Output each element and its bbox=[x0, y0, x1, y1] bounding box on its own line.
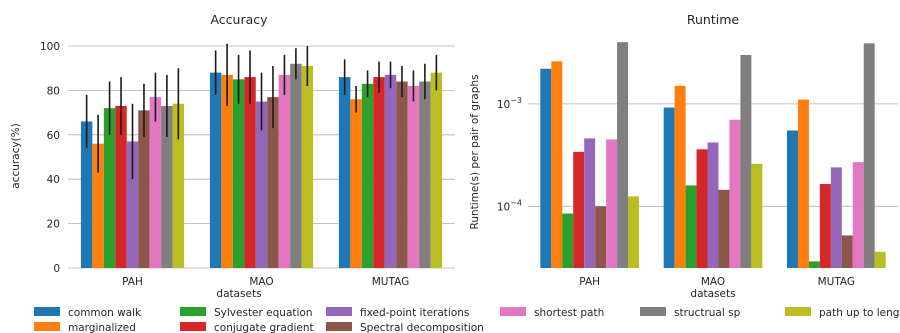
runtime-title: Runtime bbox=[687, 12, 740, 27]
bar-fixed-point-iterations-pah bbox=[584, 138, 596, 268]
legend-swatch-sylvester-equation bbox=[180, 307, 206, 316]
legend-swatch-marginalized bbox=[34, 322, 60, 331]
bar-structrual-sp-mao bbox=[740, 54, 752, 268]
accuracy-title: Accuracy bbox=[210, 12, 268, 27]
legend-swatch-path-up-to-length-h bbox=[785, 307, 811, 316]
bar-marginalized-mao bbox=[674, 85, 686, 269]
bar-common-walk-mutag bbox=[338, 77, 351, 268]
legend-label-fixed-point-iterations: fixed-point iterations bbox=[360, 307, 469, 319]
bar-structrual-sp-mao bbox=[290, 63, 302, 269]
bar-sylvester-equation-pah bbox=[562, 213, 574, 268]
legend-swatch-structrual-sp bbox=[640, 307, 666, 316]
bar-shortest-path-mao bbox=[729, 119, 741, 268]
bar-spectral-decomposition-mutag bbox=[841, 235, 853, 268]
bar-common-walk-mao bbox=[209, 72, 222, 268]
bar-shortest-path-mutag bbox=[407, 85, 420, 269]
bar-fixed-point-iterations-mao bbox=[707, 142, 719, 268]
bar-path-up-to-length-h-mao bbox=[751, 163, 763, 268]
bar-marginalized-mutag bbox=[797, 99, 809, 269]
bar-common-walk-mao bbox=[663, 107, 675, 268]
legend-label-common-walk: common walk bbox=[68, 307, 142, 319]
y-tick-label: 100 bbox=[40, 41, 60, 53]
bar-conjugate-gradient-mao bbox=[244, 77, 256, 268]
x-tick-label: PAH bbox=[122, 276, 143, 288]
legend-label-sylvester-equation: Sylvester equation bbox=[214, 307, 313, 319]
legend-label-spectral-decomposition: Spectral decomposition bbox=[360, 322, 484, 333]
bar-fixed-point-iterations-mutag bbox=[830, 167, 842, 268]
bar-path-up-to-length-h-mutag bbox=[874, 251, 886, 268]
bar-conjugate-gradient-mutag bbox=[819, 184, 831, 268]
legend-label-structrual-sp: structrual sp bbox=[674, 307, 741, 319]
bar-shortest-path-mao bbox=[278, 74, 291, 268]
bar-spectral-decomposition-pah bbox=[595, 206, 607, 268]
legend-swatch-common-walk bbox=[34, 307, 60, 316]
x-tick-label: MUTAG bbox=[372, 276, 409, 288]
bar-common-walk-pah bbox=[80, 121, 93, 268]
accuracy-chart: Accuracy 0 20 40 60 80 100 PAH MAO MUTAG datase… bbox=[10, 12, 455, 300]
bar-path-up-to-length-h-mao bbox=[301, 65, 314, 268]
x-tick-label: PAH bbox=[579, 276, 600, 288]
legend-label-marginalized: marginalized bbox=[68, 322, 136, 333]
bar-fixed-point-iterations-mao bbox=[255, 101, 268, 268]
bar-structrual-sp-mutag bbox=[863, 43, 875, 268]
runtime-xlabel: datasets bbox=[690, 288, 735, 300]
runtime-ylabel: Runtime(s) per pair of graphs bbox=[469, 75, 481, 230]
bar-marginalized-mao bbox=[221, 74, 233, 268]
bar-fixed-point-iterations-mutag bbox=[384, 74, 397, 268]
bar-conjugate-gradient-pah bbox=[573, 151, 585, 268]
bar-conjugate-gradient-pah bbox=[115, 105, 127, 268]
bar-fixed-point-iterations-pah bbox=[126, 141, 139, 268]
bar-marginalized-mutag bbox=[350, 99, 362, 268]
bar-sylvester-equation-mao bbox=[232, 79, 245, 268]
x-tick-label: MUTAG bbox=[818, 276, 855, 288]
bar-common-walk-mutag bbox=[787, 130, 798, 268]
bar-conjugate-gradient-mutag bbox=[373, 77, 385, 268]
legend: common walk marginalized Sylvester equatio… bbox=[34, 307, 900, 333]
bar-spectral-decomposition-mao bbox=[718, 189, 730, 268]
legend-swatch-fixed-point-iterations bbox=[326, 307, 352, 316]
y-tick-label: 10−4 bbox=[497, 198, 522, 213]
legend-swatch-spectral-decomposition bbox=[326, 322, 352, 331]
bar-structrual-sp-mutag bbox=[419, 81, 431, 269]
bar-path-up-to-length-h-mutag bbox=[430, 72, 443, 268]
y-tick-label: 60 bbox=[47, 130, 60, 142]
bar-structrual-sp-pah bbox=[617, 42, 629, 268]
bar-common-walk-pah bbox=[540, 68, 552, 268]
y-tick-label: 0 bbox=[53, 263, 60, 275]
bar-structrual-sp-pah bbox=[161, 105, 173, 268]
bar-shortest-path-mutag bbox=[852, 162, 864, 268]
bar-marginalized-pah bbox=[92, 143, 104, 268]
legend-swatch-shortest-path bbox=[500, 307, 526, 316]
bar-marginalized-pah bbox=[551, 61, 563, 269]
legend-swatch-conjugate-gradient bbox=[180, 322, 206, 331]
legend-label-conjugate-gradient: conjugate gradient bbox=[214, 322, 314, 333]
bar-sylvester-equation-pah bbox=[103, 108, 116, 268]
bar-shortest-path-pah bbox=[606, 139, 618, 268]
bar-path-up-to-length-h-pah bbox=[628, 196, 639, 268]
y-tick-label: 80 bbox=[47, 85, 60, 97]
bar-spectral-decomposition-mao bbox=[267, 97, 279, 268]
bar-sylvester-equation-mutag bbox=[361, 83, 374, 269]
legend-label-path-up-to-length-h: path up to length h bbox=[819, 307, 900, 319]
bar-conjugate-gradient-mao bbox=[696, 149, 708, 268]
bar-sylvester-equation-mutag bbox=[808, 261, 820, 268]
accuracy-xlabel: datasets bbox=[216, 288, 261, 300]
bar-sylvester-equation-mao bbox=[685, 185, 697, 268]
x-tick-label: MAO bbox=[249, 276, 273, 288]
bar-path-up-to-length-h-pah bbox=[172, 103, 185, 268]
y-tick-label: 10−3 bbox=[497, 96, 522, 111]
bar-shortest-path-pah bbox=[149, 97, 162, 268]
bar-spectral-decomposition-pah bbox=[138, 110, 150, 268]
x-tick-label: MAO bbox=[701, 276, 725, 288]
y-tick-label: 20 bbox=[47, 219, 60, 231]
accuracy-ylabel: accuracy(%) bbox=[10, 123, 22, 189]
y-tick-label: 40 bbox=[47, 174, 60, 186]
legend-label-shortest-path: shortest path bbox=[534, 307, 604, 319]
runtime-chart: Runtime 10−4 10−3 PAH MAO MUTAG datasets Ru… bbox=[469, 12, 898, 300]
bar-spectral-decomposition-mutag bbox=[396, 81, 408, 269]
